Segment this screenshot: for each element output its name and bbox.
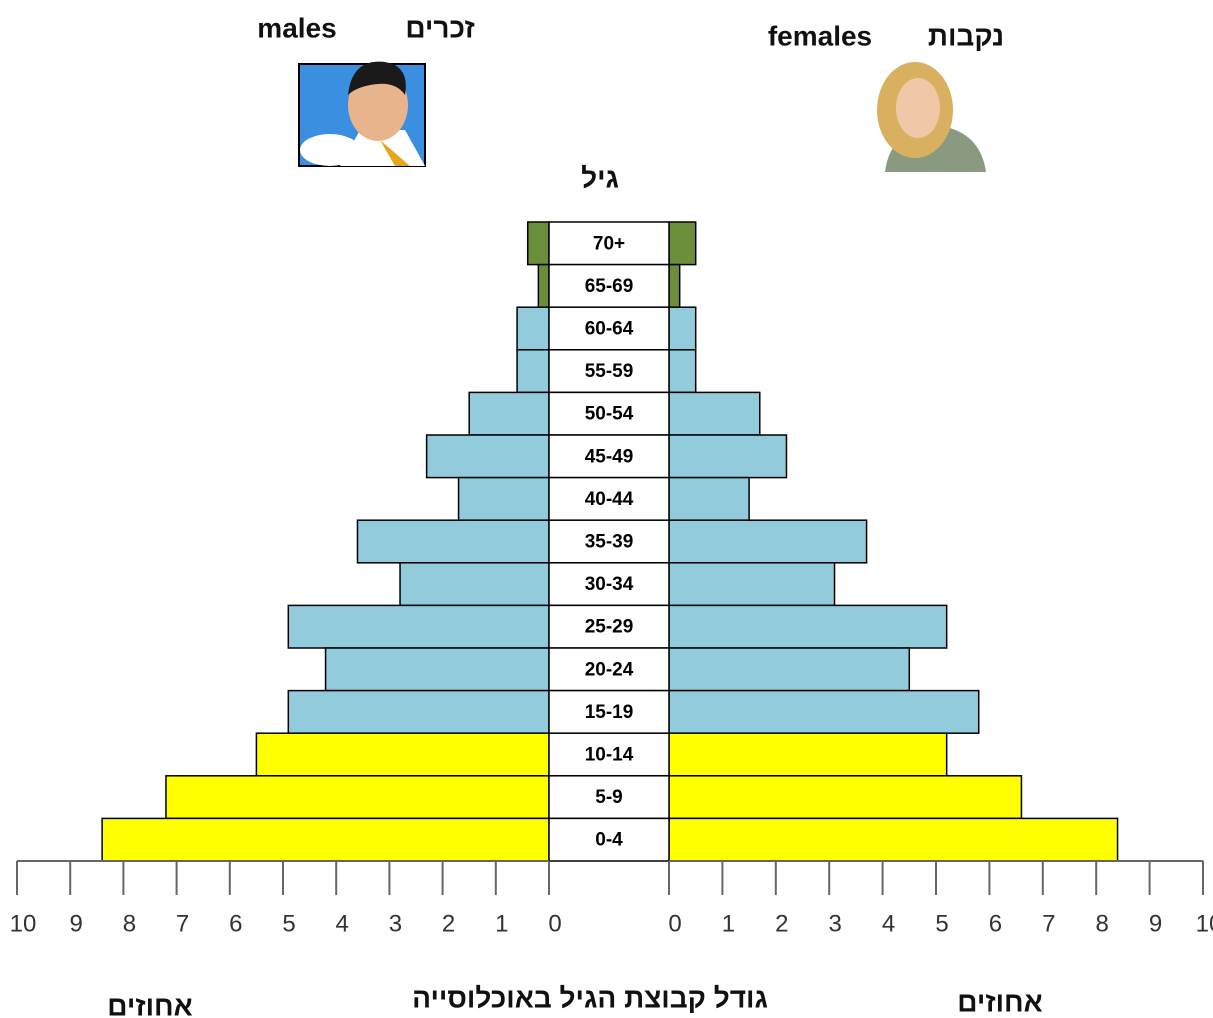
bar [668, 604, 948, 649]
left-axis-label: אחוזים [107, 990, 192, 1018]
bar [324, 647, 550, 692]
right-axis-label: אחוזים [957, 986, 1042, 1017]
x-tick-label: 0 [668, 910, 681, 937]
x-tick-label: 3 [389, 910, 402, 937]
category-label: 0-4 [595, 830, 623, 851]
bar [287, 689, 550, 734]
category-label: 50-54 [585, 404, 634, 425]
category-cell [548, 434, 670, 479]
x-tick-label: 3 [829, 910, 842, 937]
x-tick-label: 2 [775, 910, 788, 937]
category-cell [548, 562, 670, 607]
x-tick-label: 1 [495, 910, 508, 937]
females-label: females [768, 20, 872, 51]
x-tick-label: 9 [1149, 910, 1162, 937]
female-icon [877, 62, 986, 172]
bar [668, 689, 980, 734]
category-cell [548, 732, 670, 777]
category-label: 5-9 [595, 787, 622, 808]
bar [668, 732, 948, 777]
category-label: 25-29 [585, 617, 634, 638]
males-label-he: זכרים [405, 12, 474, 43]
category-cell [548, 476, 670, 521]
category-cell [548, 775, 670, 820]
category-cell [548, 519, 670, 564]
bar [457, 476, 550, 521]
bar [287, 604, 550, 649]
bar [101, 817, 550, 862]
bar [668, 519, 868, 564]
category-label: 40-44 [585, 489, 634, 510]
category-label: 35-39 [585, 532, 634, 553]
x-tick-label: 6 [229, 910, 242, 937]
bar [668, 434, 788, 479]
category-cell [548, 391, 670, 436]
bar [668, 349, 697, 394]
bar [668, 306, 697, 351]
x-tick-label: 1 [722, 910, 735, 937]
bar [668, 263, 681, 308]
category-label: 20-24 [585, 659, 634, 680]
category-label: 45-49 [585, 446, 634, 467]
bar [668, 647, 911, 692]
x-tick-label: 5 [935, 910, 948, 937]
bar [468, 391, 550, 436]
x-tick-label: 9 [70, 910, 83, 937]
x-tick-label: 10 [1196, 910, 1213, 937]
category-cell [548, 689, 670, 734]
bar [537, 263, 550, 308]
bar [165, 775, 550, 820]
category-label: 15-19 [585, 702, 634, 723]
age-label: גיל [581, 162, 619, 193]
x-tick-label: 4 [336, 910, 349, 937]
category-label: 65-69 [585, 276, 634, 297]
bar [255, 732, 550, 777]
category-label: 60-64 [585, 319, 634, 340]
category-cell [548, 817, 670, 862]
bar [516, 306, 550, 351]
bar [356, 519, 550, 564]
category-cell [548, 349, 670, 394]
category-label: 10-14 [585, 745, 634, 766]
category-label: 55-59 [585, 361, 634, 382]
females-label-he: נקבות [928, 20, 1004, 51]
x-tick-label: 10 [10, 910, 37, 937]
x-tick-label: 2 [442, 910, 455, 937]
x-tick-label: 8 [123, 910, 136, 937]
bar [668, 391, 761, 436]
bar [668, 775, 1023, 820]
bar [668, 817, 1119, 862]
x-axis-label: גודל קבוצת הגיל באוכלוסייה [412, 982, 768, 1013]
male-icon [298, 61, 426, 167]
bar [516, 349, 550, 394]
bar [668, 476, 750, 521]
category-label: 70+ [593, 233, 625, 254]
x-tick-label: 6 [989, 910, 1002, 937]
bar [668, 221, 697, 266]
category-cell [548, 263, 670, 308]
males-label: males [257, 12, 336, 43]
x-tick-label: 5 [282, 910, 295, 937]
x-tick-label: 7 [176, 910, 189, 937]
category-cell [548, 604, 670, 649]
bar [425, 434, 550, 479]
bar [526, 221, 550, 266]
category-cell [548, 647, 670, 692]
x-tick-label: 0 [548, 910, 561, 937]
category-cell [548, 306, 670, 351]
bar [668, 562, 836, 607]
bar [399, 562, 550, 607]
x-tick-label: 8 [1096, 910, 1109, 937]
x-tick-label: 7 [1042, 910, 1055, 937]
category-label: 30-34 [585, 574, 634, 595]
x-tick-label: 4 [882, 910, 895, 937]
